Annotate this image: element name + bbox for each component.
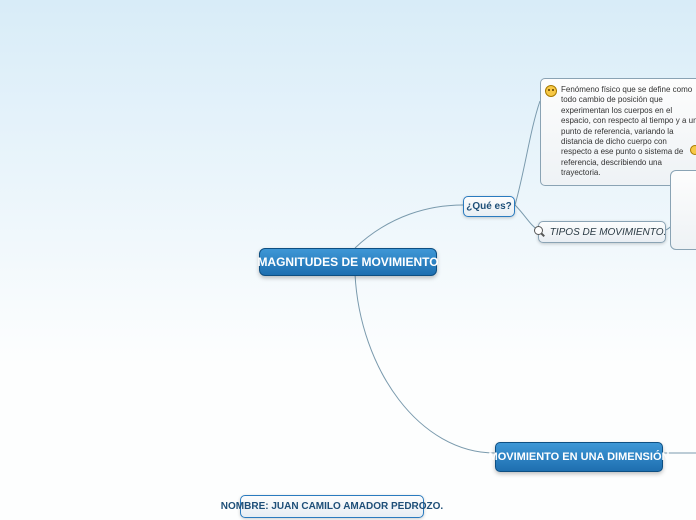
node-dimension[interactable]: MOVIMIENTO EN UNA DIMENSIÓN [495,442,663,472]
node-tipos-label: TIPOS DE MOVIMIENTO. [550,227,667,238]
node-description-text: Fenómeno físico que se define como todo … [561,85,696,179]
emoji-icon [690,145,696,155]
node-description[interactable]: Fenómeno físico que se define como todo … [540,78,696,186]
node-dimension-label: MOVIMIENTO EN UNA DIMENSIÓN [489,451,670,463]
node-center-label: MAGNITUDES DE MOVIMIENTO [257,255,438,269]
node-side-partial[interactable] [670,170,696,250]
node-author-label: NOMBRE: JUAN CAMILO AMADOR PEDROZO. [221,501,443,512]
node-tipos[interactable]: TIPOS DE MOVIMIENTO. [538,221,666,243]
node-author[interactable]: NOMBRE: JUAN CAMILO AMADOR PEDROZO. [240,495,424,518]
node-que-es[interactable]: ¿Qué es? [463,196,515,217]
lightbulb-icon [545,85,557,97]
mindmap-canvas: MAGNITUDES DE MOVIMIENTO ¿Qué es? Fenóme… [0,0,696,520]
node-que-es-label: ¿Qué es? [466,201,512,212]
node-center[interactable]: MAGNITUDES DE MOVIMIENTO [259,248,437,276]
magnify-icon [534,226,546,238]
